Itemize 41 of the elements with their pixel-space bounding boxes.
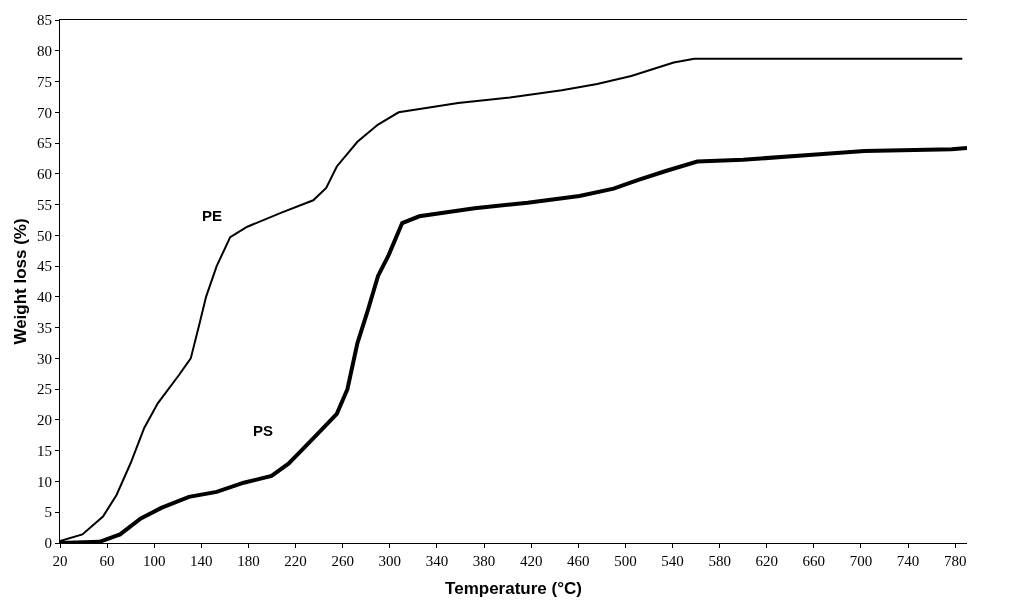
x-tick-label: 380	[472, 553, 496, 569]
x-tick-label: 140	[190, 553, 213, 569]
x-tick-label: 620	[755, 553, 778, 569]
x-tick-label: 420	[519, 553, 543, 569]
x-tick-label: 580	[708, 553, 731, 569]
x-axis-title: Temperature (°C)	[445, 579, 582, 599]
y-tick-label: 45	[37, 258, 52, 275]
x-tick-label: 500	[614, 553, 637, 569]
y-tick-label: 20	[37, 412, 52, 429]
x-tick-label: 780	[943, 553, 967, 569]
y-tick-label: 15	[37, 442, 52, 459]
y-tick-label: 30	[37, 350, 52, 367]
series-label: PS	[253, 422, 274, 439]
x-tick-label: 60	[99, 553, 115, 569]
y-tick-label: 85	[37, 12, 52, 29]
x-tick-label: 660	[802, 553, 826, 569]
y-tick-label: 35	[37, 319, 52, 336]
x-tick-label: 340	[425, 553, 449, 569]
x-tick-label: 540	[661, 553, 684, 569]
x-tick-label: 260	[331, 553, 354, 569]
y-tick-label: 75	[37, 73, 52, 90]
y-tick-label: 80	[37, 43, 52, 60]
y-axis-title: Weight loss (%)	[10, 218, 30, 345]
y-tick-label: 5	[44, 504, 52, 521]
x-tick-label: 700	[849, 553, 873, 569]
x-tick-label: 220	[284, 553, 307, 569]
y-tick-label: 50	[37, 227, 52, 244]
y-tick-label: 70	[37, 104, 52, 121]
y-tick-label: 65	[37, 135, 52, 152]
y-tick-label: 0	[44, 535, 52, 552]
x-tick-label: 740	[896, 553, 920, 569]
x-tick-label: 300	[378, 553, 402, 569]
series-label: PE	[202, 207, 223, 224]
y-tick-label: 25	[37, 381, 52, 398]
x-tick-label: 100	[142, 553, 166, 569]
y-tick-label: 10	[37, 473, 52, 490]
x-tick-label: 460	[567, 553, 590, 569]
y-tick-label: 55	[37, 196, 52, 213]
y-tick-label: 60	[37, 166, 52, 183]
x-tick-label: 180	[237, 553, 260, 569]
y-tick-label: 40	[37, 289, 52, 306]
